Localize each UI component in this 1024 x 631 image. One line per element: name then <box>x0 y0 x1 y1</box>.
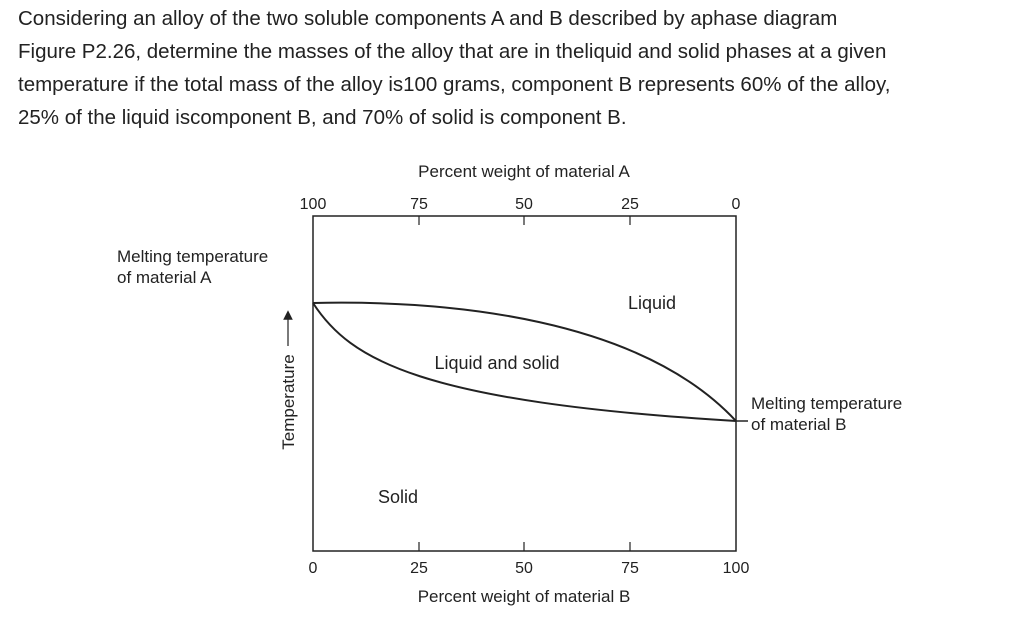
top-tick-label: 75 <box>410 196 428 213</box>
top-tick-label: 100 <box>300 196 327 213</box>
region-liquid-label: Liquid <box>628 293 676 313</box>
bottom-tick-label: 50 <box>515 560 533 577</box>
question-line: 25% of the liquid iscomponent B, and 70%… <box>18 106 627 129</box>
bottom-tick-label: 100 <box>723 560 750 577</box>
bottom-tick-label: 25 <box>410 560 428 577</box>
question-text: Considering an alloy of the two soluble … <box>18 2 1008 134</box>
top-tick-label: 50 <box>515 196 533 213</box>
melting-a-label-line2: of material A <box>117 268 212 287</box>
top-axis-title: Percent weight of material A <box>418 162 630 181</box>
melting-a-label-line1: Melting temperature <box>117 247 268 266</box>
melting-b-label-line2: of material B <box>751 415 846 434</box>
question-line: Figure P2.26, determine the masses of th… <box>18 40 887 63</box>
bottom-tick-label: 0 <box>309 560 318 577</box>
bottom-tick-label: 75 <box>621 560 639 577</box>
question-line: temperature if the total mass of the all… <box>18 73 891 96</box>
melting-b-label-line1: Melting temperature <box>751 394 902 413</box>
solidus-curve <box>312 302 737 422</box>
plot-frame <box>312 215 737 552</box>
bottom-axis-title: Percent weight of material B <box>418 587 631 606</box>
top-tick-label: 25 <box>621 196 639 213</box>
question-line: Considering an alloy of the two soluble … <box>18 7 838 30</box>
top-tick-label: 0 <box>732 196 741 213</box>
liquidus-curve <box>312 301 737 422</box>
region-two-phase-label: Liquid and solid <box>434 353 559 373</box>
region-solid-label: Solid <box>378 487 418 507</box>
y-axis-label: Temperature <box>279 354 298 449</box>
